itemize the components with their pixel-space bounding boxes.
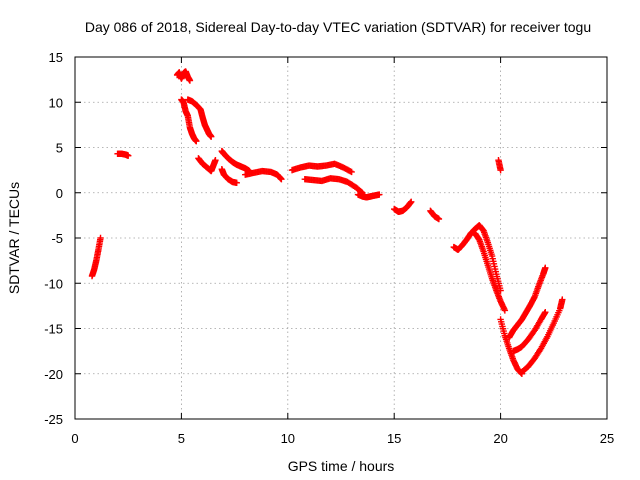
- data-point: [212, 156, 219, 164]
- chart-title: Day 086 of 2018, Sidereal Day-to-day VTE…: [85, 19, 591, 35]
- series-seg-2: [114, 150, 132, 159]
- x-tick-label: 20: [493, 431, 507, 446]
- y-tick-label: -20: [44, 367, 63, 382]
- series-seg-7: [218, 147, 253, 175]
- y-tick-label: -5: [51, 231, 63, 246]
- data-point: [501, 307, 509, 314]
- y-axis-label: SDTVAR / TECUs: [6, 182, 22, 294]
- series-seg-5: [184, 96, 215, 140]
- data-point: [559, 296, 566, 303]
- data-point: [233, 179, 240, 186]
- y-tick-label: 15: [49, 50, 63, 65]
- series-seg-1: [88, 234, 104, 280]
- data-points: [88, 68, 566, 377]
- data-point: [348, 168, 355, 176]
- axis-ticks: 0 5 10 15 20 25 -25 -20 -15 -10 -5 0 5 10 15: [44, 50, 614, 446]
- y-tick-label: -10: [44, 276, 63, 291]
- data-point: [408, 198, 415, 205]
- series-seg-8: [218, 166, 240, 186]
- series-seg-9: [242, 167, 285, 183]
- data-point: [207, 133, 215, 140]
- data-point: [542, 309, 549, 316]
- x-tick-label: 25: [600, 431, 614, 446]
- data-point: [186, 77, 194, 84]
- data-point: [125, 152, 132, 159]
- series-seg-14: [427, 207, 443, 223]
- y-tick-label: -15: [44, 322, 63, 337]
- series-seg-10: [288, 160, 355, 176]
- x-tick-label: 0: [71, 431, 78, 446]
- data-point: [542, 264, 549, 272]
- x-axis-label: GPS time / hours: [288, 458, 395, 474]
- grid: [75, 57, 607, 419]
- x-tick-label: 5: [178, 431, 185, 446]
- series-seg-3: [173, 68, 194, 84]
- series-seg-20: [518, 296, 566, 376]
- data-point: [97, 234, 104, 242]
- series-seg-6: [195, 155, 219, 175]
- series-seg-11: [301, 175, 366, 196]
- series-seg-21: [510, 309, 549, 355]
- series-seg-16: [471, 230, 509, 314]
- data-point: [193, 137, 200, 145]
- series-seg-12: [354, 191, 383, 201]
- series-seg-13: [391, 198, 415, 215]
- series-seg-4: [178, 96, 200, 145]
- data-point: [278, 175, 285, 183]
- data-point: [435, 215, 443, 223]
- x-tick-label: 15: [387, 431, 401, 446]
- y-tick-label: 0: [56, 186, 63, 201]
- data-point: [497, 166, 504, 174]
- y-tick-label: -25: [44, 412, 63, 427]
- x-tick-label: 10: [281, 431, 295, 446]
- y-tick-label: 10: [49, 95, 63, 110]
- y-tick-label: 5: [56, 141, 63, 156]
- series-seg-19: [505, 264, 549, 341]
- data-point: [376, 191, 383, 198]
- series-seg-17: [495, 156, 504, 174]
